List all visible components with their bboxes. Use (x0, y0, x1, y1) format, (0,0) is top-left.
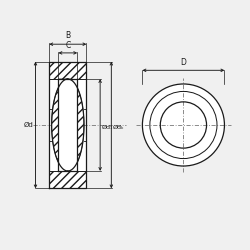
Text: C: C (65, 41, 70, 50)
Polygon shape (49, 62, 86, 188)
Text: Ød: Ød (24, 122, 34, 128)
Text: Ødₖ: Ødₖ (112, 125, 124, 130)
Text: D: D (180, 58, 186, 66)
Polygon shape (52, 79, 68, 171)
Polygon shape (49, 171, 86, 188)
Polygon shape (58, 79, 77, 171)
Circle shape (142, 84, 224, 166)
Polygon shape (49, 62, 86, 79)
Text: B: B (65, 32, 70, 40)
Text: Ød₁: Ød₁ (102, 125, 113, 130)
Polygon shape (68, 79, 84, 171)
